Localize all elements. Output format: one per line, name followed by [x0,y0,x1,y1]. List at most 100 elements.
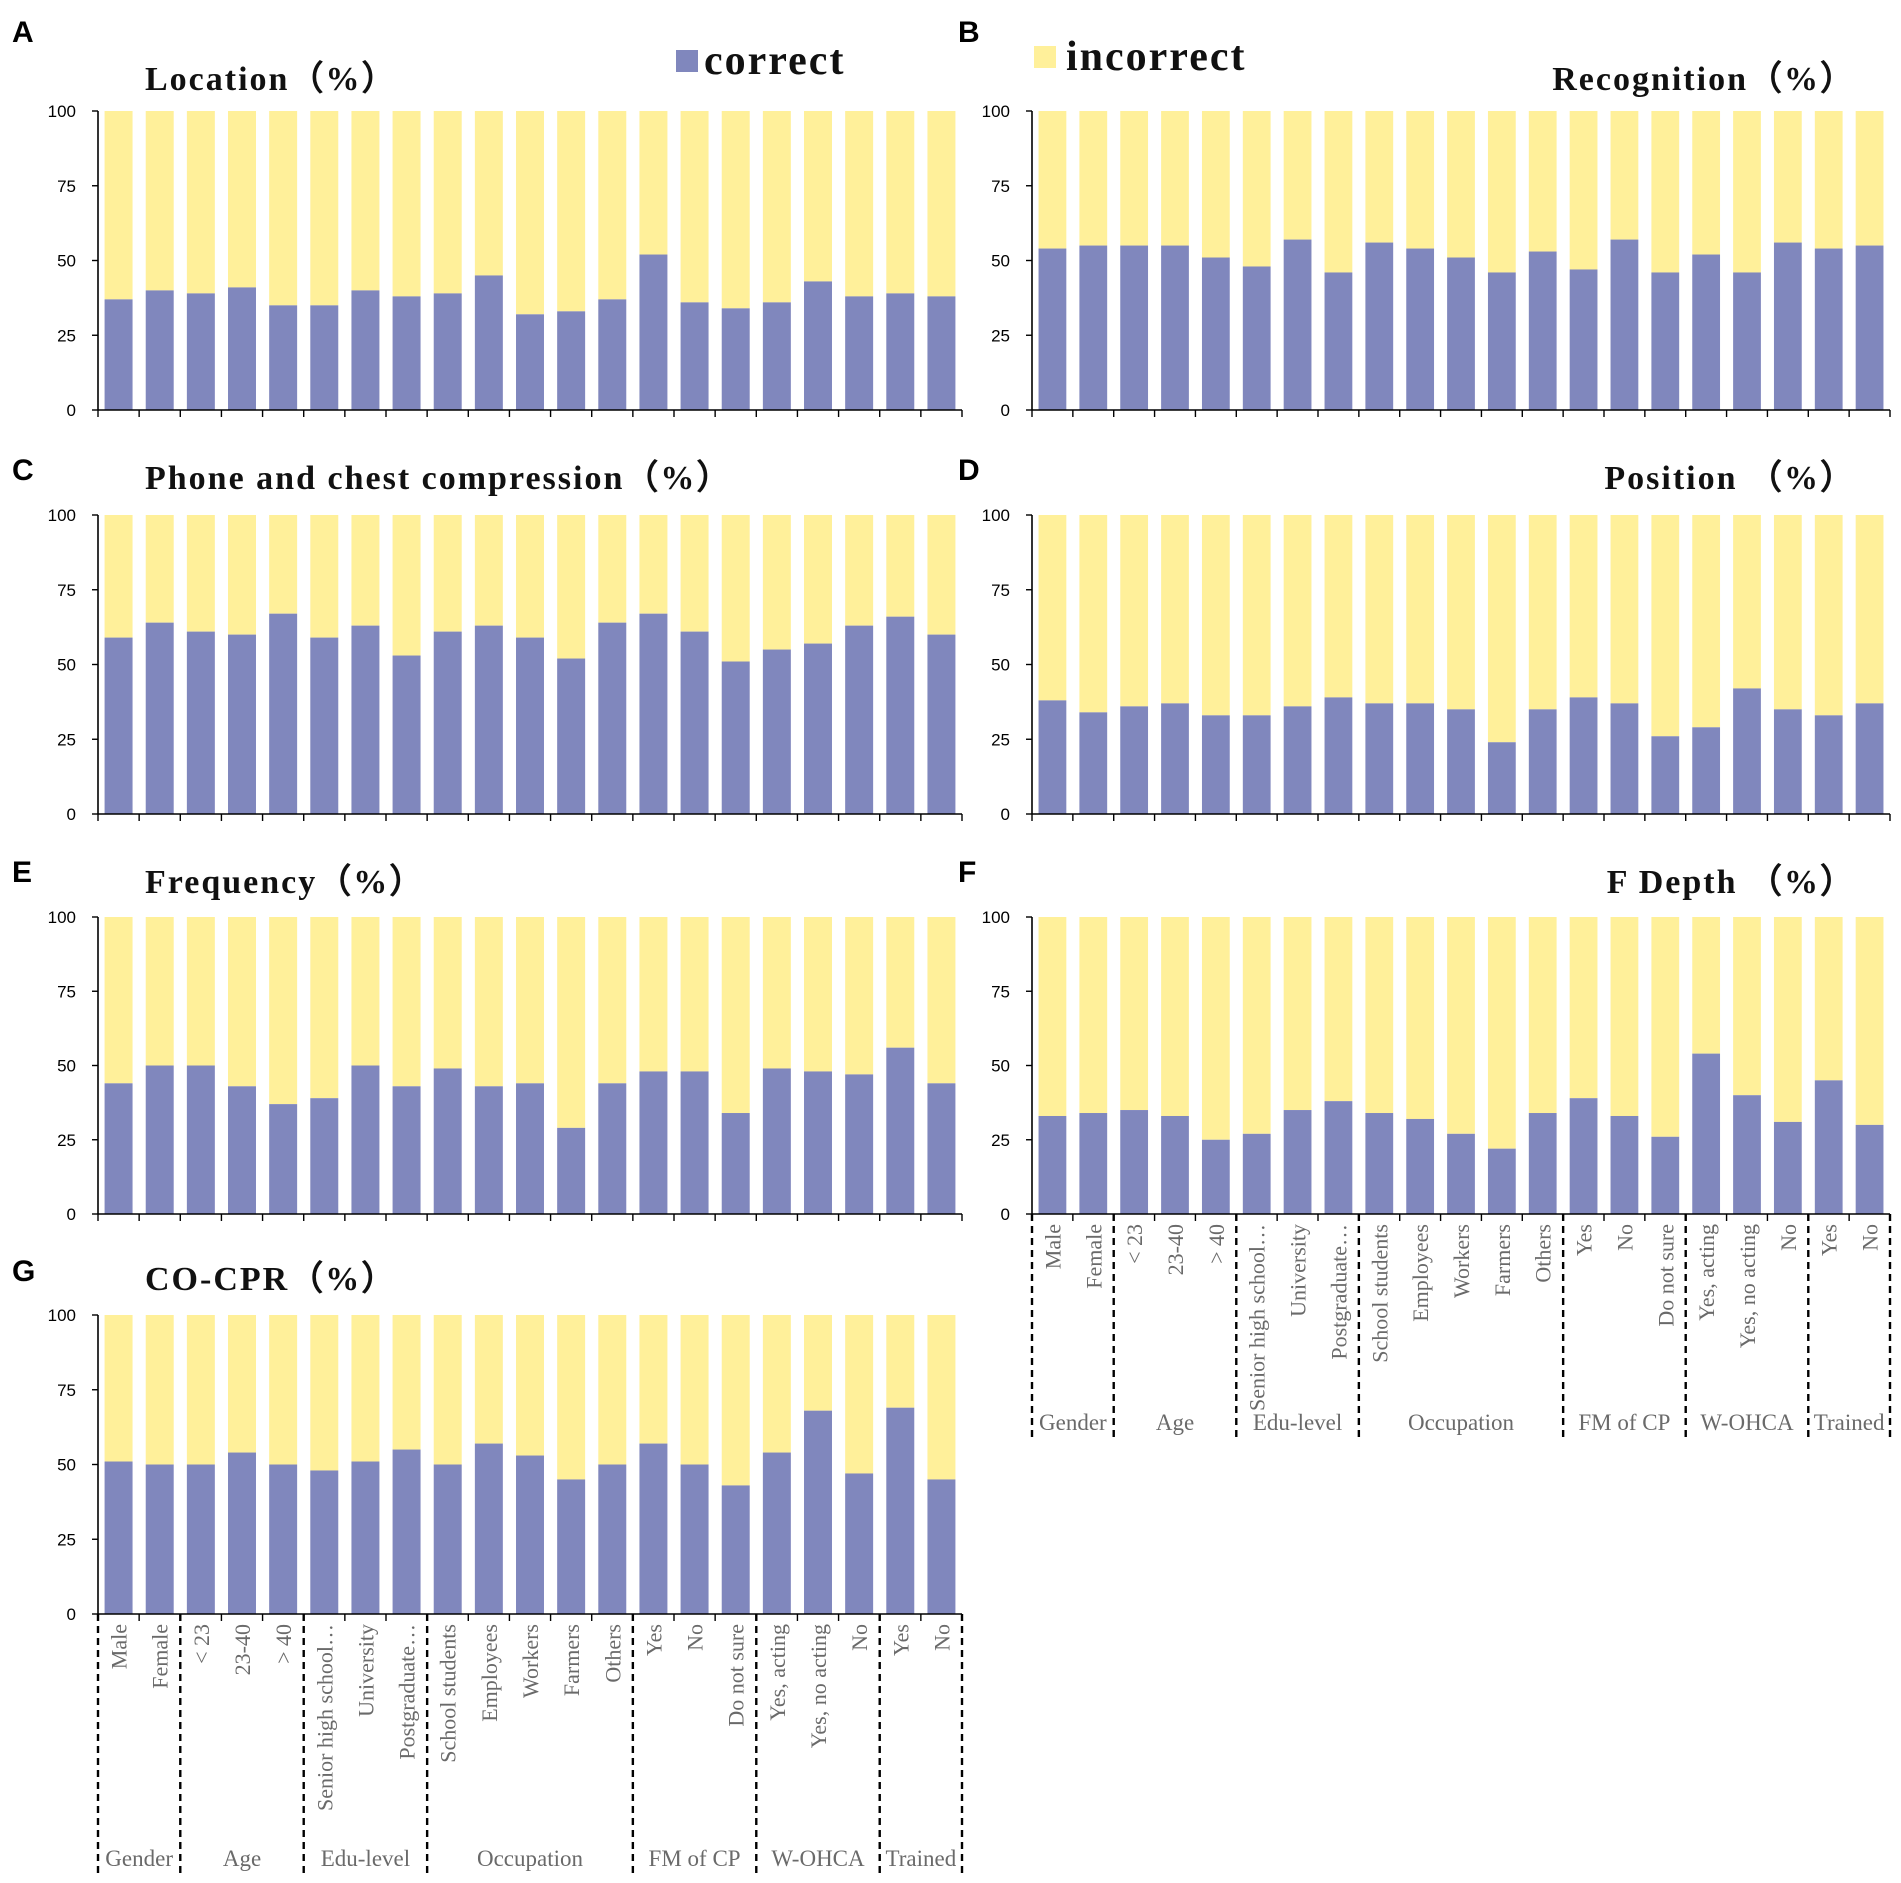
group-label: Edu-level [1253,1410,1342,1435]
bar-correct [557,658,586,814]
bar-correct [1079,245,1108,410]
category-label: Do not sure [724,1624,749,1727]
group-label: Trained [1814,1410,1885,1435]
bar-correct [516,637,544,814]
bar-incorrect [1610,515,1639,704]
bar-incorrect [1773,917,1802,1122]
bar-correct [1569,1098,1598,1214]
bar-correct [1406,248,1435,410]
category-label: No [1776,1224,1801,1251]
category-label: Yes, acting [765,1624,790,1721]
bar-incorrect [762,111,791,303]
legend-label-correct: correct [704,38,845,84]
bar-correct [228,287,256,410]
bar-incorrect [1038,917,1067,1116]
panel-c: C Phone and chest compression（%） 0 25 50 75 10… [12,454,963,824]
y-tick-label: 25 [991,1131,1010,1150]
y-tick-label: 50 [991,656,1010,675]
bar-incorrect [269,111,298,306]
bar-incorrect [145,111,174,291]
bar-correct [845,296,874,410]
panel-letter: A [12,16,34,49]
bar-incorrect [639,1315,668,1444]
bar-incorrect [310,515,339,638]
bar-correct [1283,239,1312,410]
bar-incorrect [1692,515,1721,728]
y-tick-label: 75 [57,982,76,1001]
y-tick-label: 25 [991,326,1010,345]
bar-incorrect [721,515,750,662]
bar-correct [1038,700,1067,814]
bar-incorrect [886,111,915,294]
bar-incorrect [1201,515,1230,716]
bar-incorrect [474,111,503,276]
bar-correct [269,305,298,410]
bar-incorrect [598,111,627,300]
bar-correct [1161,1115,1189,1214]
bar-correct [516,314,544,410]
y-tick-label: 50 [57,656,76,675]
bar-incorrect [1201,111,1230,258]
panel-title: Phone and chest compression（%） [145,458,732,497]
bar-incorrect [228,1315,256,1453]
bar-correct [598,1083,627,1214]
bar-incorrect [1610,917,1639,1116]
bar-incorrect [1324,515,1353,698]
bar-correct [392,1449,421,1614]
bar-incorrect [474,515,503,626]
bar-correct [1487,742,1516,814]
bar-incorrect [1447,917,1475,1134]
bar-correct [762,302,791,410]
bar-incorrect [1120,917,1149,1111]
bar-correct [1487,272,1516,410]
bar-incorrect [1038,515,1067,701]
bar-incorrect [474,1315,503,1444]
legend-swatch-incorrect [1034,46,1056,68]
bar-correct [927,634,956,814]
bar-incorrect [1610,111,1639,240]
bar-correct [269,1464,298,1614]
bar-correct [1079,1113,1108,1214]
y-tick-label: 100 [48,1306,76,1325]
bar-incorrect [1283,111,1312,240]
bar-correct [1773,242,1802,410]
bar-correct [474,1443,503,1614]
bar-incorrect [516,111,544,315]
bar-incorrect [1406,515,1435,704]
bar-incorrect [1569,515,1598,698]
bar-correct [845,625,874,814]
bar-incorrect [557,917,586,1128]
bar-correct [845,1473,874,1614]
bar-incorrect [1447,111,1475,258]
bar-incorrect [804,515,832,644]
bar-incorrect [1242,515,1271,716]
y-tick-label: 100 [48,506,76,525]
bar-incorrect [557,515,586,659]
y-tick-label: 100 [982,908,1010,927]
y-tick-label: 100 [982,506,1010,525]
category-label: Farmers [559,1624,584,1696]
bar-correct [474,275,503,410]
bar-correct [927,296,956,410]
bar-incorrect [927,111,956,297]
bar-correct [1651,272,1680,410]
bar-incorrect [1079,917,1108,1114]
category-label: Male [107,1624,132,1669]
bar-incorrect [516,1315,544,1456]
panel-d: D Position （%） 0 25 50 75 100 [958,454,1891,824]
legend: correct incorrect [676,34,1244,84]
bar-correct [1283,706,1312,814]
group-label: Age [1156,1410,1194,1435]
bar-correct [1528,1113,1557,1214]
bar-incorrect [1814,111,1843,249]
bar-correct [145,1065,174,1214]
bar-correct [1692,1053,1721,1214]
category-label: School students [1367,1224,1392,1363]
category-label: No [683,1624,708,1651]
bar-incorrect [433,111,462,294]
bar-correct [433,1464,462,1614]
bar-incorrect [845,515,874,626]
bar-correct [351,290,380,410]
category-label: Others [600,1624,625,1683]
bar-correct [1610,703,1639,814]
